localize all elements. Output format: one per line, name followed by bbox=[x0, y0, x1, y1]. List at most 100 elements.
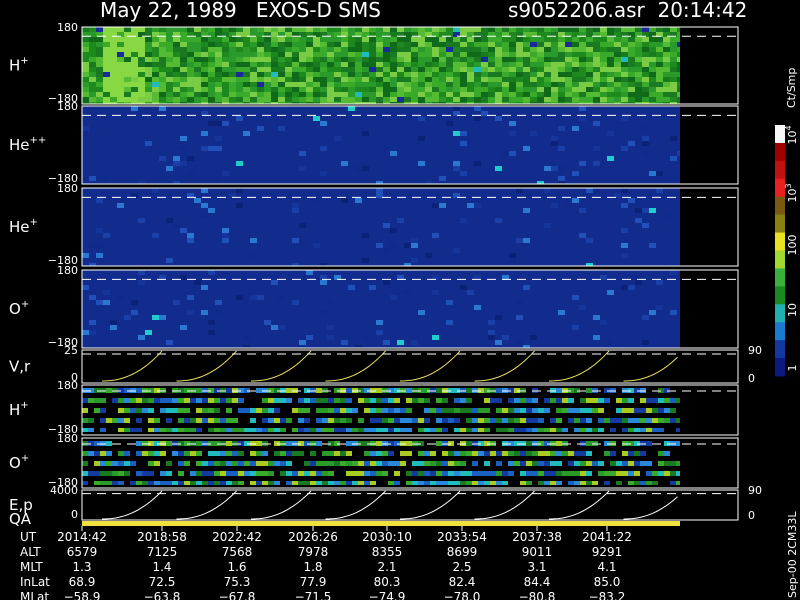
heat-cell bbox=[138, 42, 145, 47]
heat-cell bbox=[649, 102, 656, 104]
heat-cell bbox=[397, 32, 404, 37]
heat-cell bbox=[649, 57, 656, 62]
heat-cell bbox=[341, 87, 348, 92]
heat-cell bbox=[160, 471, 166, 476]
heat-cell bbox=[621, 203, 628, 208]
heat-cell bbox=[306, 57, 313, 62]
heat-cell bbox=[600, 52, 607, 57]
heat-cell bbox=[124, 62, 131, 67]
heat-cell bbox=[313, 72, 320, 77]
heat-cell bbox=[222, 52, 229, 57]
heat-cell bbox=[229, 193, 236, 198]
heat-cell bbox=[586, 418, 592, 423]
heat-cell bbox=[250, 97, 257, 102]
heat-cell bbox=[208, 72, 215, 77]
heat-cell bbox=[215, 27, 222, 32]
heat-cell bbox=[558, 310, 565, 315]
heat-cell bbox=[516, 87, 523, 92]
heat-cell bbox=[474, 32, 481, 37]
heat-cell bbox=[586, 481, 592, 485]
heat-cell bbox=[418, 97, 425, 102]
heat-cell bbox=[663, 32, 670, 37]
heat-cell bbox=[145, 92, 152, 97]
heat-cell bbox=[130, 481, 136, 485]
heat-cell bbox=[397, 47, 404, 52]
heat-cell bbox=[117, 62, 124, 67]
heat-cell bbox=[607, 47, 614, 52]
heat-cell bbox=[264, 67, 271, 72]
heat-cell bbox=[145, 27, 152, 32]
heat-cell bbox=[362, 52, 369, 57]
heat-cell bbox=[250, 32, 257, 37]
heat-cell bbox=[488, 87, 495, 92]
heat-cell bbox=[320, 57, 327, 62]
heat-cell bbox=[658, 388, 664, 393]
heat-cell bbox=[278, 42, 285, 47]
heat-cell bbox=[663, 47, 670, 52]
heat-cell bbox=[579, 102, 586, 104]
heat-cell bbox=[481, 97, 488, 102]
heat-cell bbox=[607, 156, 614, 161]
colorbar-tick-base: 10 bbox=[786, 189, 799, 203]
heat-cell bbox=[509, 258, 516, 263]
y-tick-label: 0 bbox=[71, 508, 78, 521]
heat-cell bbox=[568, 461, 574, 466]
heat-cell bbox=[148, 461, 154, 466]
heat-cell bbox=[523, 27, 530, 32]
heat-cell bbox=[96, 52, 103, 57]
heat-cell bbox=[607, 87, 614, 92]
heat-cell bbox=[670, 67, 677, 72]
y2-tick-label: 90 bbox=[748, 344, 762, 357]
heat-cell bbox=[404, 92, 411, 97]
heat-cell bbox=[320, 72, 327, 77]
heat-cell bbox=[201, 67, 208, 72]
heat-cell bbox=[376, 32, 383, 37]
heat-cell bbox=[173, 87, 180, 92]
heat-cell bbox=[250, 102, 257, 104]
heat-cell bbox=[418, 27, 425, 32]
heat-cell bbox=[565, 102, 572, 104]
heat-cell bbox=[271, 92, 278, 97]
heat-cell bbox=[348, 47, 355, 52]
panel-label: O+ bbox=[9, 453, 29, 472]
heat-cell bbox=[166, 82, 173, 87]
heat-cell bbox=[600, 77, 607, 82]
heat-cell bbox=[250, 37, 257, 42]
heat-cell bbox=[453, 97, 460, 102]
heat-cell bbox=[229, 97, 236, 102]
heat-cell bbox=[432, 82, 439, 87]
heat-cell bbox=[292, 42, 299, 47]
heat-cell bbox=[551, 166, 558, 171]
heat-cell bbox=[448, 471, 454, 476]
heat-cell bbox=[320, 171, 327, 176]
heat-cell bbox=[264, 27, 271, 32]
heat-cell bbox=[579, 208, 586, 213]
heat-cell bbox=[369, 77, 376, 82]
heat-cell bbox=[316, 418, 322, 423]
heat-cell bbox=[586, 87, 593, 92]
heat-cell bbox=[148, 471, 154, 476]
heat-cell bbox=[454, 481, 460, 485]
heat-cell bbox=[306, 87, 313, 92]
heat-cell bbox=[215, 87, 222, 92]
heat-cell bbox=[369, 72, 376, 77]
heat-cell bbox=[382, 428, 388, 432]
heat-cell bbox=[201, 37, 208, 42]
heat-cell bbox=[341, 92, 348, 97]
heat-cell bbox=[663, 57, 670, 62]
heat-cell bbox=[257, 52, 264, 57]
heat-cell bbox=[268, 418, 274, 423]
heat-cell bbox=[509, 131, 516, 136]
heat-cell bbox=[586, 67, 593, 72]
heat-cell bbox=[118, 428, 124, 432]
heat-cell bbox=[124, 408, 130, 413]
heat-cell bbox=[453, 248, 460, 253]
heat-cell bbox=[299, 62, 306, 67]
heat-cell bbox=[538, 418, 544, 423]
heat-cell bbox=[600, 62, 607, 67]
heat-cell bbox=[574, 451, 580, 456]
heat-cell bbox=[131, 106, 138, 111]
heat-cell bbox=[642, 27, 649, 32]
heat-cell bbox=[196, 418, 202, 423]
heat-cell bbox=[640, 461, 646, 466]
